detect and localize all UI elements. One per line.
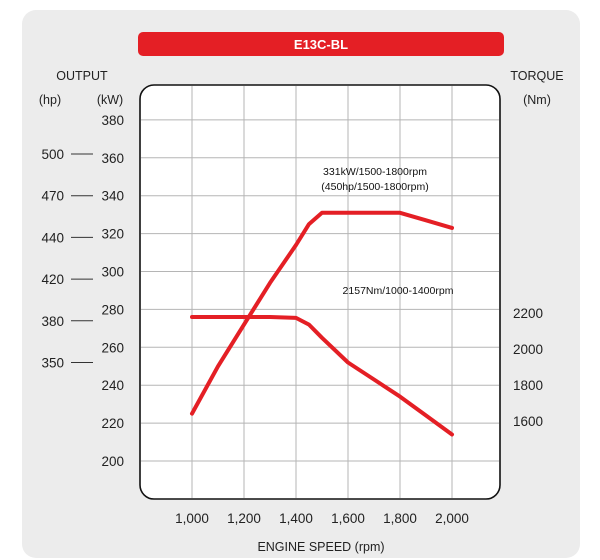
x-tick-label: 1,000 xyxy=(175,511,209,526)
torque-annotation: 2157Nm/1000-1400rpm xyxy=(343,285,454,297)
x-tick-label: 1,800 xyxy=(383,511,417,526)
left-axis-title: OUTPUT xyxy=(56,69,108,83)
torque-unit-label: (Nm) xyxy=(523,93,551,107)
x-tick-label: 1,400 xyxy=(279,511,313,526)
x-tick-label: 1,600 xyxy=(331,511,365,526)
x-axis-label: ENGINE SPEED (rpm) xyxy=(257,540,384,554)
hp-unit-label: (hp) xyxy=(39,93,61,107)
hp-tick-label: 500 xyxy=(41,147,64,162)
power-curve xyxy=(190,210,454,416)
torque-tick-label: 1800 xyxy=(513,378,543,393)
kw-tick-label: 320 xyxy=(101,227,124,242)
kw-tick-label: 260 xyxy=(101,340,124,355)
right-axis-title: TORQUE xyxy=(510,69,563,83)
left-axis: 200 220 240 260 280 300 320 340 360 380 500 470 440 4… xyxy=(41,113,124,469)
kw-tick-label: 300 xyxy=(101,265,124,280)
chart-title: E13C-BL xyxy=(294,37,348,52)
kw-tick-label: 280 xyxy=(101,302,124,317)
kw-tick-label: 380 xyxy=(101,113,124,128)
grid-lines xyxy=(141,86,499,498)
hp-tick-label: 470 xyxy=(41,189,64,204)
torque-curve xyxy=(190,315,454,437)
hp-tick-label: 440 xyxy=(41,230,64,245)
torque-tick-label: 2200 xyxy=(513,306,543,321)
x-tick-label: 1,200 xyxy=(227,511,261,526)
power-annotation-line2: (450hp/1500-1800rpm) xyxy=(321,181,428,193)
x-axis: 1,000 1,200 1,400 1,600 1,800 2,000 xyxy=(175,511,469,526)
kw-tick-label: 200 xyxy=(101,454,124,469)
power-annotation-line1: 331kW/1500-1800rpm xyxy=(323,166,427,178)
plot-frame xyxy=(139,84,501,500)
hp-tick-label: 420 xyxy=(41,272,64,287)
hp-tick-label: 380 xyxy=(41,314,64,329)
torque-tick-label: 2000 xyxy=(513,342,543,357)
torque-tick-label: 1600 xyxy=(513,414,543,429)
right-axis: 2200 2000 1800 1600 xyxy=(513,306,543,429)
kw-tick-label: 340 xyxy=(101,189,124,204)
series-group xyxy=(190,210,454,437)
hp-tick-label: 350 xyxy=(41,355,64,370)
kw-unit-label: (kW) xyxy=(97,93,123,107)
title-banner xyxy=(138,32,504,56)
kw-tick-label: 240 xyxy=(101,378,124,393)
kw-tick-label: 220 xyxy=(101,416,124,431)
kw-tick-label: 360 xyxy=(101,151,124,166)
x-tick-label: 2,000 xyxy=(435,511,469,526)
